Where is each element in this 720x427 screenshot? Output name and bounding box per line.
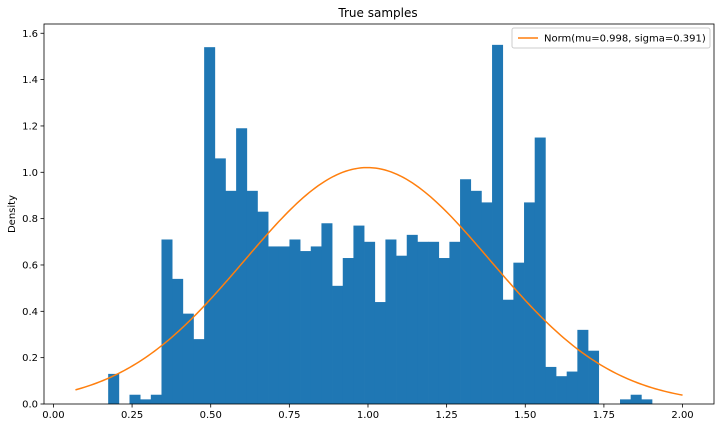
histogram-bar [641,399,653,404]
histogram-bar [300,251,312,404]
histogram-bar [332,285,344,404]
x-tick-label: 2.00 [671,410,693,421]
histogram-bar [620,399,632,404]
y-tick-label: 0.2 [22,353,38,364]
histogram-bar [161,239,173,404]
histogram-bar [140,399,152,404]
legend: Norm(mu=0.998, sigma=0.391) [511,27,711,49]
histogram-bar [374,302,386,404]
histogram-bar [417,241,429,404]
plot-frame [43,23,715,405]
y-tick-label: 0.4 [22,307,38,318]
histogram-bar [438,258,450,404]
y-tick-label: 0.0 [22,400,38,411]
histogram-bar [396,255,408,404]
y-tick-label: 1.4 [22,75,38,86]
histogram-bar [566,371,578,404]
histogram-bar [406,234,418,404]
y-tick-label: 0.8 [22,214,38,225]
histogram-bar [172,278,184,404]
histogram-bar [556,376,568,404]
y-tick-label: 1.0 [22,168,38,179]
histogram-bar [502,299,514,404]
histogram-bar [225,190,237,404]
histogram-bar [108,373,120,404]
histogram-bar [193,339,205,404]
histogram-bar [278,246,290,404]
histogram-bars [108,44,653,405]
y-tick-label: 1.2 [22,121,38,132]
y-axis-label: Density [7,195,18,233]
histogram-bar [246,190,258,404]
x-axis: 0.00 0.25 0.50 0.75 1.00 1.25 1.50 1.75 2.00 [42,404,694,421]
histogram-bar [353,225,365,404]
histogram-bar [321,223,333,404]
x-tick-label: 0.50 [200,410,222,421]
histogram-bar [342,258,354,404]
histogram-bar [428,241,440,404]
histogram-bar [204,47,216,405]
histogram-bar [182,313,194,404]
x-tick-label: 1.25 [435,410,457,421]
y-tick-label: 1.6 [22,29,38,40]
y-axis: 0.0 0.2 0.4 0.6 0.8 1.0 1.2 1.4 1.6 [22,29,44,411]
x-tick-label: 1.00 [357,410,379,421]
histogram-bar [236,128,248,404]
y-tick-label: 0.6 [22,260,38,271]
histogram-bar [268,246,280,404]
histogram-bar [470,190,482,404]
histogram-bar [449,241,461,404]
histogram-bar [513,262,525,404]
series-line [75,166,683,396]
legend-box [511,27,711,49]
histogram-bar [460,179,472,404]
histogram-bar [630,394,642,404]
histogram-bar [577,329,589,404]
histogram-bar [129,394,141,404]
histogram-bar [545,366,557,404]
x-tick-label: 0.75 [278,410,300,421]
histogram-bar [310,246,322,404]
histogram-bar [385,239,397,404]
histogram-bar [534,137,546,404]
x-tick-label: 1.50 [514,410,536,421]
histogram-bar [214,158,226,404]
x-tick-label: 0.25 [121,410,143,421]
legend-label: Norm(mu=0.998, sigma=0.391) [544,34,706,45]
histogram-bar [289,239,301,404]
x-tick-label: 1.75 [593,410,615,421]
histogram-bar [492,44,504,404]
histogram-bar [588,350,600,404]
x-tick-label: 0.00 [42,410,64,421]
histogram-bar [481,202,493,404]
series-lines [75,166,683,396]
histogram-bar [257,211,269,404]
histogram-bar [150,394,162,404]
histogram-bar [364,241,376,404]
histogram-bar [524,202,536,404]
chart-title: True samples [337,6,417,20]
